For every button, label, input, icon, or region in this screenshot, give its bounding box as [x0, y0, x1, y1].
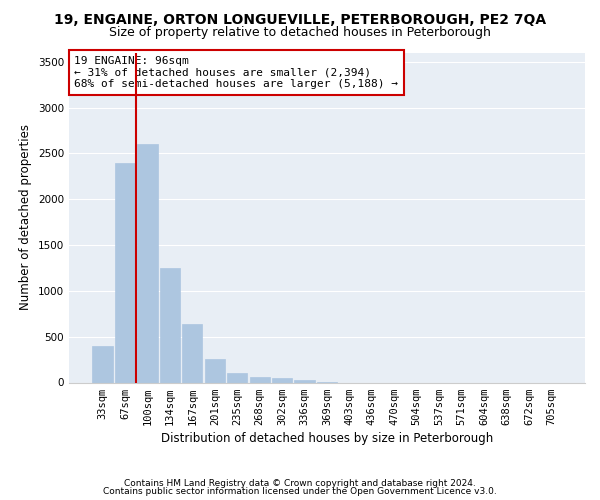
Bar: [205, 358, 225, 382]
Bar: [160, 268, 180, 382]
Bar: [137, 144, 158, 382]
Y-axis label: Number of detached properties: Number of detached properties: [19, 124, 32, 310]
Bar: [272, 378, 292, 382]
Bar: [92, 346, 113, 383]
Bar: [295, 380, 314, 382]
Text: 19 ENGAINE: 96sqm
← 31% of detached houses are smaller (2,394)
68% of semi-detac: 19 ENGAINE: 96sqm ← 31% of detached hous…: [74, 56, 398, 89]
Bar: [227, 373, 247, 382]
Bar: [250, 378, 270, 382]
Text: Contains HM Land Registry data © Crown copyright and database right 2024.: Contains HM Land Registry data © Crown c…: [124, 478, 476, 488]
Bar: [182, 324, 202, 382]
Text: Contains public sector information licensed under the Open Government Licence v3: Contains public sector information licen…: [103, 487, 497, 496]
Text: Size of property relative to detached houses in Peterborough: Size of property relative to detached ho…: [109, 26, 491, 39]
X-axis label: Distribution of detached houses by size in Peterborough: Distribution of detached houses by size …: [161, 432, 493, 445]
Bar: [115, 162, 135, 382]
Text: 19, ENGAINE, ORTON LONGUEVILLE, PETERBOROUGH, PE2 7QA: 19, ENGAINE, ORTON LONGUEVILLE, PETERBOR…: [54, 12, 546, 26]
